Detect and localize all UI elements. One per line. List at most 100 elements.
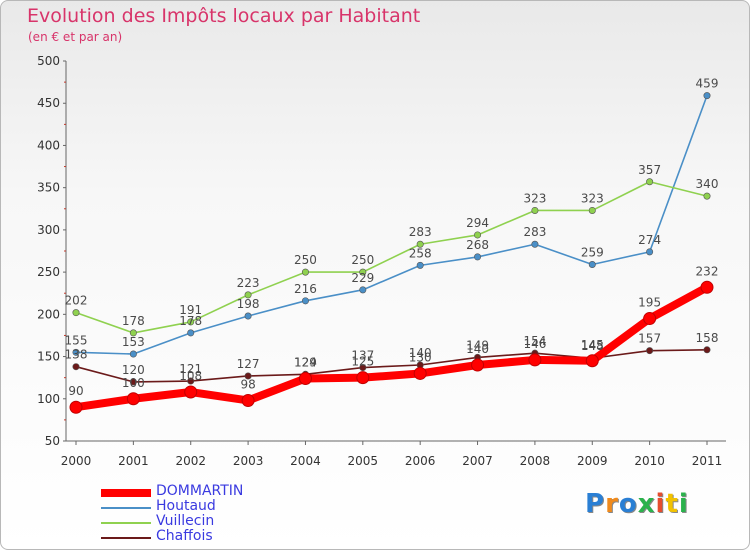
data-label: 459 [696, 77, 719, 91]
series-line-vuillecin [75, 180, 708, 334]
data-label: 98 [240, 377, 255, 391]
data-label: 148 [581, 339, 604, 353]
data-point [416, 240, 424, 248]
data-label: 145 [581, 338, 604, 352]
x-tick-label: 2007 [462, 454, 493, 468]
data-point [413, 366, 427, 380]
series-line-dommartin [72, 283, 711, 412]
logo-letter: i [655, 489, 666, 519]
data-point [69, 400, 83, 414]
data-point [531, 206, 539, 214]
y-tick-label: 50 [45, 434, 60, 448]
legend-label: Chaffois [156, 528, 213, 544]
data-point [187, 318, 195, 326]
x-tick-label: 2005 [348, 454, 379, 468]
data-point [474, 231, 482, 239]
data-label: 130 [409, 350, 432, 364]
data-point [359, 364, 367, 372]
data-point [244, 372, 252, 380]
data-label: 198 [237, 297, 260, 311]
data-label: 137 [351, 349, 374, 363]
x-tick-label: 2011 [692, 454, 723, 468]
data-point [129, 350, 137, 358]
data-point [359, 286, 367, 294]
data-point [129, 329, 137, 337]
data-label: 294 [466, 216, 489, 230]
data-label: 178 [122, 314, 145, 328]
data-label: 108 [179, 369, 202, 383]
logo-letter: x [637, 489, 656, 519]
data-point [244, 291, 252, 299]
x-tick-label: 2008 [520, 454, 551, 468]
data-point [301, 297, 309, 305]
x-tick-label: 2009 [577, 454, 608, 468]
data-label: 268 [466, 238, 489, 252]
data-label: 357 [638, 163, 661, 177]
logo-letter: P [585, 489, 606, 519]
data-label: 274 [638, 233, 661, 247]
data-point [356, 371, 370, 385]
data-label: 129 [294, 355, 317, 369]
data-point [72, 309, 80, 317]
data-point [531, 240, 539, 248]
x-tick-label: 2001 [118, 454, 149, 468]
data-point [700, 280, 714, 294]
data-point [416, 261, 424, 269]
data-point [646, 347, 654, 355]
data-point [244, 312, 252, 320]
data-label: 178 [179, 314, 202, 328]
data-label: 138 [65, 348, 88, 362]
y-tick-label: 350 [37, 181, 60, 195]
x-tick-label: 2000 [61, 454, 92, 468]
logo-letter: o [618, 489, 638, 519]
data-point [703, 192, 711, 200]
data-label: 100 [122, 376, 145, 390]
data-point [187, 329, 195, 337]
data-point [703, 346, 711, 354]
data-label: 140 [409, 346, 432, 360]
x-tick-label: 2004 [290, 454, 321, 468]
data-label: 191 [179, 303, 202, 317]
y-tick-label: 300 [37, 223, 60, 237]
x-tick-label: 2010 [634, 454, 665, 468]
data-label: 283 [523, 225, 546, 239]
data-label: 146 [523, 337, 546, 351]
data-label: 250 [294, 253, 317, 267]
data-point [471, 358, 485, 372]
y-tick-label: 500 [37, 54, 60, 68]
series-line-houtaud [75, 94, 708, 355]
data-label: 153 [122, 335, 145, 349]
data-label: 232 [696, 264, 719, 278]
data-label: 140 [466, 342, 489, 356]
data-label: 250 [351, 253, 374, 267]
chart-title: Evolution des Impôts locaux par Habitant [27, 5, 421, 27]
x-tick-label: 2003 [233, 454, 264, 468]
data-point [588, 261, 596, 269]
data-label: 216 [294, 282, 317, 296]
legend-swatch [101, 522, 151, 524]
legend-swatch [101, 537, 151, 539]
data-label: 223 [237, 276, 260, 290]
data-label: 127 [237, 357, 260, 371]
data-point [184, 385, 198, 399]
data-point [129, 378, 137, 386]
data-label: 120 [122, 363, 145, 377]
data-point [474, 253, 482, 261]
y-tick-label: 200 [37, 307, 60, 321]
data-point [241, 393, 255, 407]
y-tick-label: 400 [37, 138, 60, 152]
data-point [646, 178, 654, 186]
y-tick-label: 250 [37, 265, 60, 279]
data-label: 202 [65, 294, 88, 308]
x-tick-label: 2006 [405, 454, 436, 468]
data-label: 154 [523, 334, 546, 348]
data-label: 229 [351, 271, 374, 285]
data-label: 340 [696, 177, 719, 191]
data-label: 258 [409, 246, 432, 260]
data-label: 90 [68, 384, 83, 398]
data-label: 323 [523, 191, 546, 205]
data-point [585, 354, 599, 368]
data-point [703, 92, 711, 100]
legend-label: DOMMARTIN [156, 483, 244, 499]
